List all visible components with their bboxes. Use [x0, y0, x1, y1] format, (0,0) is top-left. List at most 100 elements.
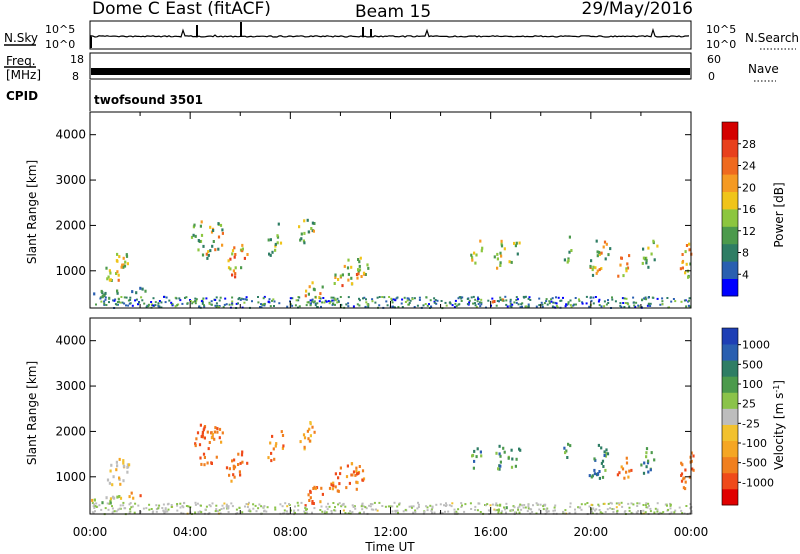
heatmap-cell [145, 507, 148, 510]
heatmap-cell [403, 296, 406, 299]
heatmap-cell [260, 303, 262, 306]
heatmap-cell [615, 502, 618, 505]
heatmap-cell [681, 259, 685, 263]
heatmap-cell [495, 304, 498, 307]
y-tick-label: 1000 [55, 264, 86, 278]
heatmap-cell [555, 302, 558, 305]
heatmap-cell [666, 504, 668, 507]
heatmap-cell [545, 508, 548, 511]
heatmap-cell [218, 306, 220, 309]
heatmap-cell [364, 506, 367, 509]
heatmap-cell [179, 299, 182, 302]
heatmap-cell [201, 435, 205, 439]
heatmap-cell [632, 301, 635, 304]
heatmap-cell [553, 506, 556, 509]
heatmap-cell [215, 302, 218, 305]
x-tick-label: 16:00 [473, 525, 508, 539]
heatmap-cell [221, 243, 224, 247]
heatmap-cell [109, 271, 112, 275]
heatmap-cell [395, 297, 398, 300]
heatmap-cell [346, 464, 349, 468]
heatmap-cell [155, 504, 158, 507]
heatmap-cell [298, 296, 301, 299]
heatmap-cell [497, 508, 500, 512]
heatmap-cell [128, 495, 131, 499]
heatmap-cell [463, 510, 466, 513]
heatmap-cell [500, 242, 503, 246]
heatmap-cell [241, 249, 244, 253]
heatmap-cell [270, 451, 273, 455]
heatmap-cell [685, 505, 688, 507]
heatmap-cell [478, 301, 481, 304]
heatmap-cell [607, 253, 610, 257]
heatmap-cell [247, 503, 250, 506]
heatmap-cell [611, 296, 613, 299]
heatmap-cell [423, 510, 426, 513]
heatmap-cell [283, 512, 286, 515]
heatmap-cell [221, 504, 224, 507]
heatmap-cell [236, 512, 239, 514]
y-tick-label: 2000 [55, 424, 86, 438]
colorbar-tick-label: 1000 [742, 339, 770, 352]
heatmap-cell [362, 297, 364, 300]
heatmap-cell [296, 501, 299, 504]
heatmap-cell [346, 266, 350, 270]
heatmap-cell [293, 509, 296, 512]
heatmap-cell [477, 296, 479, 299]
heatmap-cell [497, 511, 500, 514]
heatmap-cell [340, 505, 343, 508]
nsearch-tick-top: 10^5 [706, 23, 736, 36]
heatmap-cell [261, 303, 264, 306]
heatmap-cell [143, 302, 146, 305]
heatmap-cell [232, 473, 235, 477]
heatmap-cell [600, 251, 603, 255]
heatmap-cell [216, 430, 219, 434]
heatmap-cell [651, 296, 654, 299]
heatmap-cell [283, 509, 286, 512]
heatmap-cell [175, 297, 178, 300]
heatmap-cell [609, 247, 612, 251]
heatmap-cell [334, 509, 337, 512]
heatmap-cell [491, 297, 494, 300]
heatmap-cell [356, 472, 359, 476]
heatmap-cell [480, 303, 483, 306]
heatmap-cell [510, 260, 513, 264]
heatmap-cell [473, 449, 476, 453]
heatmap-cell [240, 453, 244, 457]
heatmap-cell [223, 502, 226, 505]
heatmap-cell [630, 468, 633, 472]
heatmap-cell [100, 289, 103, 293]
nsky-trace [90, 22, 690, 48]
heatmap-cell [309, 434, 312, 438]
heatmap-cell [322, 297, 325, 299]
heatmap-cell [498, 467, 501, 471]
heatmap-cell [425, 296, 428, 299]
heatmap-cell [229, 257, 232, 261]
heatmap-cell [201, 430, 204, 434]
heatmap-cell [344, 512, 347, 514]
heatmap-cell [619, 263, 622, 267]
heatmap-cell [499, 298, 502, 301]
freq-trace [91, 68, 690, 75]
heatmap-cell [517, 303, 520, 306]
colorbar-swatch [722, 344, 738, 361]
heatmap-cell [604, 454, 607, 458]
heatmap-cell [305, 289, 308, 293]
heatmap-cell [219, 512, 222, 515]
colorbar-swatch [722, 392, 738, 409]
heatmap-cell [234, 266, 237, 270]
y-tick-label: 4000 [55, 334, 86, 348]
heatmap-cell [347, 305, 350, 308]
heatmap-cell [116, 291, 119, 295]
heatmap-cell [672, 298, 675, 300]
heatmap-cell [527, 503, 530, 506]
heatmap-cell [499, 503, 502, 507]
heatmap-cell [493, 255, 496, 259]
heatmap-cell [554, 504, 557, 507]
power-heatmap-panel: 4000 3000 2000 1000 Slant Range [km] [25, 111, 693, 310]
heatmap-cell [645, 465, 648, 469]
heatmap-cell [200, 435, 203, 439]
heatmap-cell [489, 504, 492, 507]
heatmap-cell [117, 278, 120, 282]
heatmap-cell [170, 506, 173, 508]
